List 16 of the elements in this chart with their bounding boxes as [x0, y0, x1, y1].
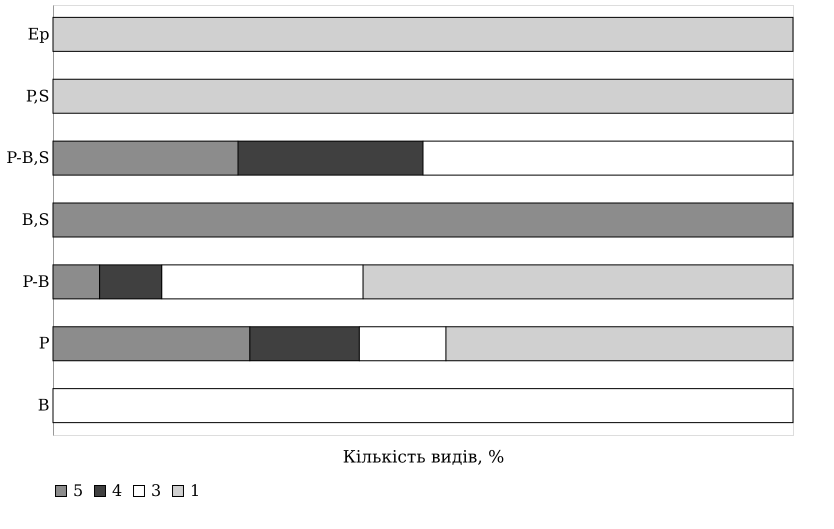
y-tick-label: Ep: [28, 24, 50, 44]
x-axis-title: Кількість видів, %: [342, 448, 504, 468]
y-tick-label: P-B: [22, 272, 50, 291]
y-tick-label: P-B,S: [6, 148, 50, 168]
y-tick-label: B,S: [22, 210, 50, 229]
bar: [52, 16, 794, 52]
y-tick-label: P,S: [26, 86, 50, 106]
legend-label: 1: [190, 481, 200, 500]
bar: [52, 78, 794, 114]
legend-label: 4: [112, 481, 122, 500]
bar: [52, 388, 794, 424]
bar: [52, 202, 794, 238]
legend-label: 5: [73, 481, 84, 500]
y-tick-label: P: [38, 334, 50, 353]
y-tick-label: B: [38, 396, 50, 415]
legend-label: 3: [151, 481, 162, 500]
